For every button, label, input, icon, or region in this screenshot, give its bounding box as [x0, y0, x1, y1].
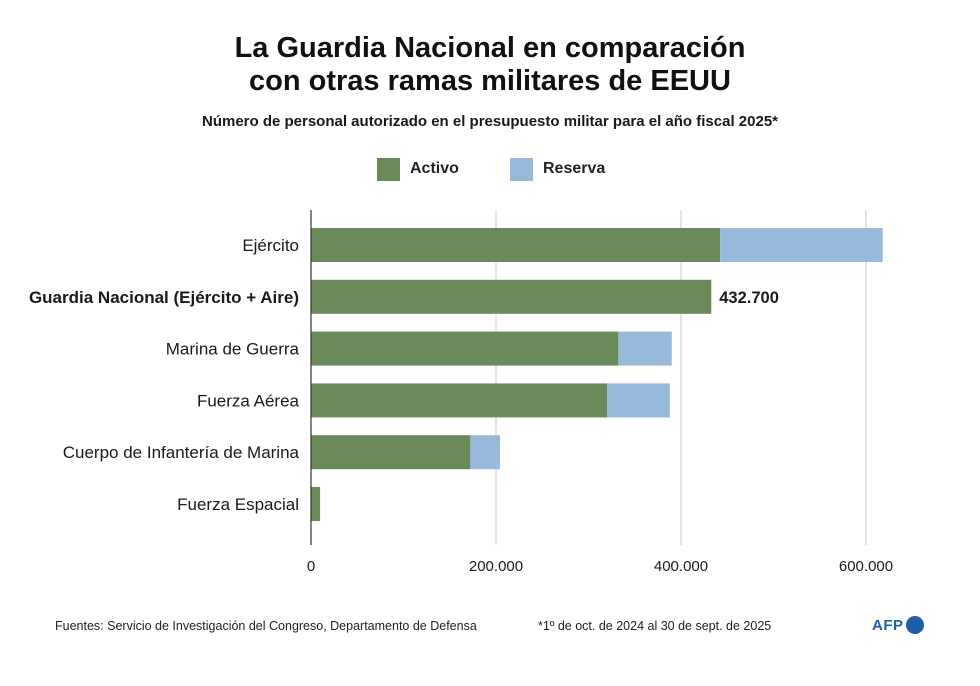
chart-title-line1: La Guardia Nacional en comparación [234, 32, 746, 64]
category-label-2: Marina de Guerra [166, 340, 300, 359]
category-label-4: Cuerpo de Infantería de Marina [63, 443, 300, 462]
legend-label-activo: Activo [410, 160, 459, 177]
afp-logo-text: AFP [872, 616, 904, 634]
category-label-0: Ejército [242, 236, 299, 255]
x-tick-label-3: 600.000 [839, 558, 893, 575]
legend-item-activo: Activo [377, 157, 459, 181]
x-tick-label-2: 400.000 [654, 558, 708, 575]
bar-activo-0 [311, 228, 721, 262]
bar-activo-1 [311, 279, 712, 314]
footer-sources: Fuentes: Servicio de Investigación del C… [55, 619, 477, 633]
bar-activo-5 [311, 487, 321, 521]
bar-reserva-2 [618, 331, 672, 366]
chart-subtitle: Número de personal autorizado en el pres… [201, 113, 778, 130]
chart-title: La Guardia Nacional en comparación con o… [0, 32, 980, 98]
legend-label-reserva: Reserva [543, 160, 606, 177]
legend-swatch-activo [377, 157, 400, 181]
bar-activo-2 [311, 331, 619, 366]
afp-logo: AFP [872, 616, 924, 634]
x-tick-label-0: 0 [307, 558, 315, 575]
category-label-5: Fuerza Espacial [177, 495, 299, 514]
legend-swatch-reserva [510, 157, 533, 181]
legend-item-reserva: Reserva [510, 157, 605, 181]
bar-reserva-4 [470, 435, 500, 470]
data-label-0: 432.700 [719, 289, 779, 307]
bar-reserva-0 [720, 228, 883, 262]
legend: Activo Reserva [0, 157, 980, 181]
chart-title-line2: con otras ramas militares de EEUU [249, 65, 731, 97]
bar-activo-4 [311, 435, 471, 470]
category-label-1: Guardia Nacional (Ejército + Aire) [29, 288, 299, 307]
footer-note: *1º de oct. de 2024 al 30 de sept. de 20… [538, 619, 772, 633]
bar-reserva-3 [607, 383, 670, 418]
afp-logo-dot [905, 616, 924, 634]
category-label-3: Fuerza Aérea [197, 391, 300, 410]
x-tick-label-1: 200.000 [469, 558, 523, 575]
bar-activo-3 [311, 383, 607, 418]
